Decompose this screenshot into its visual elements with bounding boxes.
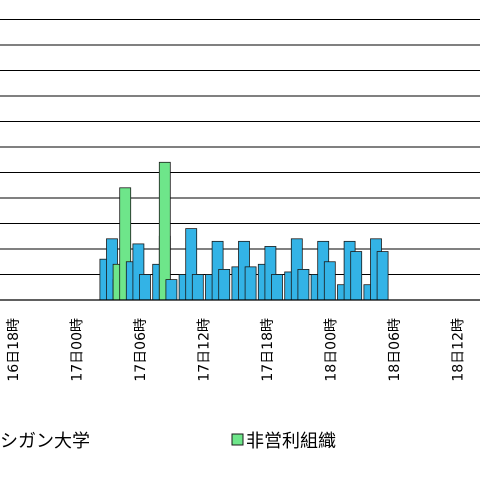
legend-label: 非営利組織 [246,431,336,452]
bar-シガン大学 [323,261,336,301]
x-tick-label: 17日18時 [260,318,276,382]
x-tick-label: 17日00時 [70,318,86,382]
bars [99,161,389,301]
legend-label: シガン大学 [0,431,90,452]
bar-シガン大学 [350,251,363,301]
legend: シガン大学 非営利組織 [0,431,336,452]
gridlines [0,19,480,275]
bar-シガン大学 [165,279,178,301]
bar-シガン大学 [139,274,151,301]
x-axis-ticks: 16日18時 17日00時 17日06時 17日12時 17日18時 18日00時 18日0… [6,318,467,382]
x-tick-label: 17日12時 [197,318,213,382]
bar-シガン大学 [271,274,283,301]
x-tick-label: 18日06時 [387,318,403,382]
x-tick-label: 17日06時 [133,318,149,382]
legend-swatch [231,433,244,446]
x-tick-label: 18日12時 [451,318,467,382]
bar-シガン大学 [297,268,310,301]
bar-シガン大学 [218,268,231,301]
bar-シガン大学 [244,266,257,301]
bar-シガン大学 [191,274,204,301]
x-tick-label: 16日18時 [6,318,22,382]
bar-シガン大学 [376,251,389,301]
x-tick-label: 18日00時 [324,318,340,382]
